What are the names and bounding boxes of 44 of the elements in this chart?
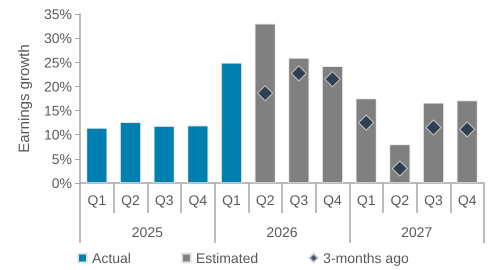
x-tick-label: Q2 <box>121 192 140 208</box>
y-tick-label: 0% <box>52 175 72 191</box>
x-tick-label: Q4 <box>458 192 477 208</box>
point <box>290 65 307 82</box>
legend-label: Actual <box>92 250 131 266</box>
y-tick-label: 35% <box>44 6 72 22</box>
point <box>459 121 476 138</box>
point <box>426 119 442 136</box>
bar <box>356 98 377 183</box>
x-tick-label: Q3 <box>289 192 308 208</box>
bar <box>120 122 141 183</box>
y-tick-label: 20% <box>44 78 72 94</box>
x-tick-label: Q2 <box>390 192 410 208</box>
x-tick-label: Q3 <box>424 192 444 208</box>
y-tick-label: 10% <box>44 126 72 143</box>
bar <box>86 128 108 183</box>
x-tick-label: Q1 <box>222 192 242 208</box>
y-tick-label: 15% <box>44 102 72 119</box>
bar <box>456 100 478 183</box>
x-tick-label: Q4 <box>323 192 342 208</box>
y-tick-label: 5% <box>52 150 72 167</box>
x-tick-label: Q1 <box>87 192 106 208</box>
legend-label: 3-months ago <box>323 250 409 266</box>
legend-label: Estimated <box>196 250 258 266</box>
y-tick-label: 25% <box>44 54 72 70</box>
text: 2027 <box>401 224 432 240</box>
x-tick-label: Q1 <box>356 192 376 208</box>
x-tick-label: Q2 <box>256 192 275 208</box>
x-tick-label: Q4 <box>188 192 208 208</box>
point <box>257 85 274 102</box>
bar <box>254 24 276 183</box>
bar <box>187 126 208 183</box>
text: 2026 <box>266 224 298 240</box>
y-tick-label: 30% <box>44 30 72 46</box>
text: 2025 <box>132 224 164 240</box>
bar <box>322 66 343 183</box>
x-tick-label: Q3 <box>154 192 174 208</box>
point <box>324 71 340 88</box>
bar <box>423 102 444 183</box>
bar <box>288 58 310 183</box>
point <box>358 114 374 131</box>
y-axis-title: Earnings growth <box>16 44 33 153</box>
bar <box>221 62 242 183</box>
bar <box>154 126 175 183</box>
